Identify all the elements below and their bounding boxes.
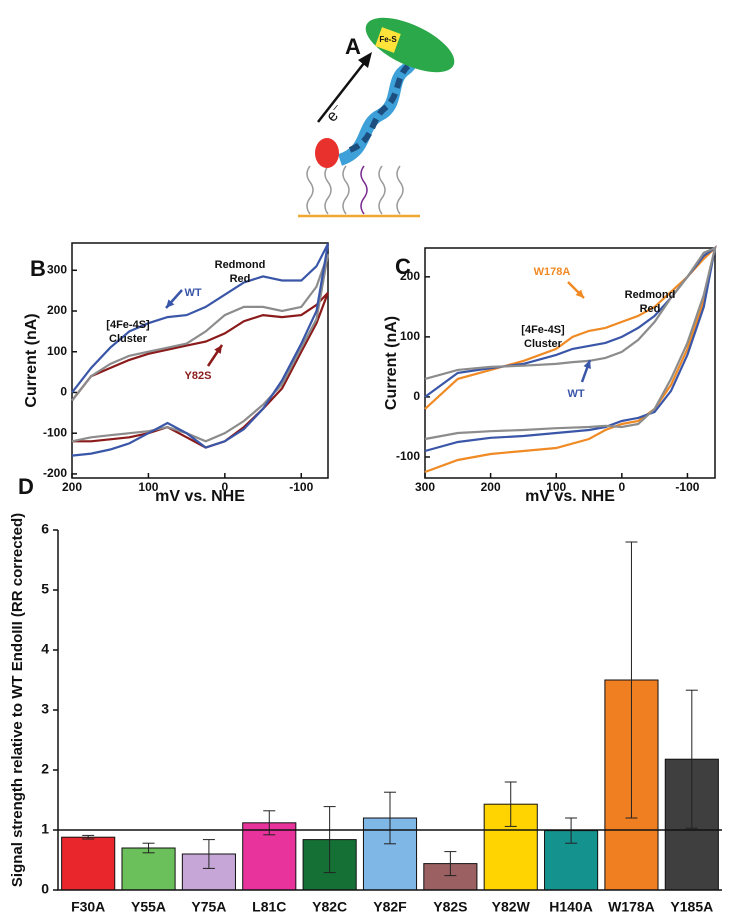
arrow-head (166, 299, 175, 308)
x-tick-label: 200 (62, 480, 82, 494)
y-tick-label: 3 (41, 701, 49, 717)
x-axis-title: mV vs. NHE (525, 488, 615, 505)
y-axis-title: Current (nA) (383, 316, 400, 410)
plot-frame (424, 247, 716, 479)
bar (61, 836, 116, 891)
x-tick-label: 200 (481, 480, 501, 494)
y-tick-label: 200 (400, 269, 420, 283)
y-axis-title: Signal strength relative to WT EndoIII (… (9, 513, 26, 887)
annotation: Red (230, 273, 251, 285)
arrow-head (575, 289, 584, 298)
cv-curve (424, 246, 717, 441)
annotation: Redmond (625, 289, 676, 301)
y-tick-label: 2 (41, 761, 49, 777)
x-tick-label: L81C (252, 899, 286, 915)
x-tick-label: Y55A (131, 899, 166, 915)
x-tick-label: Y82C (312, 899, 347, 915)
x-tick-label: W178A (608, 899, 655, 915)
redmond-red (315, 138, 339, 168)
x-tick-label: -100 (289, 480, 313, 494)
cv-curve (71, 243, 330, 457)
x-tick-label: Y185A (670, 899, 713, 915)
x-tick-label: Y75A (191, 899, 226, 915)
x-tick-label: -100 (675, 480, 699, 494)
y-tick-label: 0 (413, 389, 420, 403)
x-tick-label: Y82S (433, 899, 467, 915)
annotation: WT (184, 287, 201, 299)
annotation: [4Fe-4S] (106, 319, 150, 331)
annotation: Cluster (524, 338, 563, 350)
y-tick-label: 4 (41, 641, 49, 657)
x-tick-label: 0 (618, 480, 625, 494)
y-tick-label: -100 (43, 425, 67, 439)
electron-arrow (317, 57, 369, 123)
x-tick-label: 100 (138, 480, 158, 494)
y-tick-label: 100 (47, 344, 67, 358)
arrow-head (358, 52, 372, 68)
panel-label: A (345, 34, 361, 59)
cluster-label: Fe-S (379, 35, 397, 44)
panel-label: B (30, 256, 46, 281)
panel-label: D (18, 474, 34, 499)
diagram-a: Fe-S A e⁻ (298, 17, 455, 218)
electron-label: e⁻ (323, 101, 347, 125)
cluster-box (375, 27, 401, 53)
bar (121, 847, 176, 891)
plot-frame (71, 242, 329, 479)
y-tick-label: 5 (41, 581, 49, 597)
cv-curve (71, 253, 330, 443)
axes (57, 530, 722, 891)
annotation: Red (640, 303, 661, 315)
annotation: [4Fe-4S] (521, 324, 565, 336)
y-tick-label: 100 (400, 329, 420, 343)
x-tick-label: F30A (71, 899, 105, 915)
linkers (306, 165, 404, 215)
y-tick-label: 0 (60, 385, 67, 399)
y-tick-label: 200 (47, 303, 67, 317)
y-tick-label: -200 (43, 466, 67, 480)
x-tick-label: H140A (549, 899, 593, 915)
cv-curve (424, 245, 717, 453)
annotation: WT (567, 388, 584, 400)
annotation: Cluster (109, 333, 148, 345)
annotation: Redmond (215, 259, 266, 271)
y-tick-label: 1 (41, 821, 49, 837)
x-tick-label: Y82W (492, 899, 531, 915)
x-axis-title: mV vs. NHE (155, 488, 245, 505)
x-tick-label: 300 (415, 480, 435, 494)
x-tick-label: 100 (546, 480, 566, 494)
annotation: Y82S (185, 370, 212, 382)
arrow-head (214, 345, 222, 354)
panel-label: C (395, 254, 411, 279)
annotation: W178A (534, 266, 571, 278)
x-tick-label: 0 (221, 480, 228, 494)
y-tick-label: -100 (396, 449, 420, 463)
dna-strand (348, 63, 411, 153)
x-tick-label: Y82F (373, 899, 407, 915)
cv-curve (424, 244, 717, 474)
y-tick-label: 6 (41, 521, 49, 537)
arrow-head (583, 360, 591, 369)
y-tick-label: 0 (41, 881, 49, 897)
y-tick-label: 300 (47, 262, 67, 276)
y-axis-title: Current (nA) (23, 313, 40, 407)
